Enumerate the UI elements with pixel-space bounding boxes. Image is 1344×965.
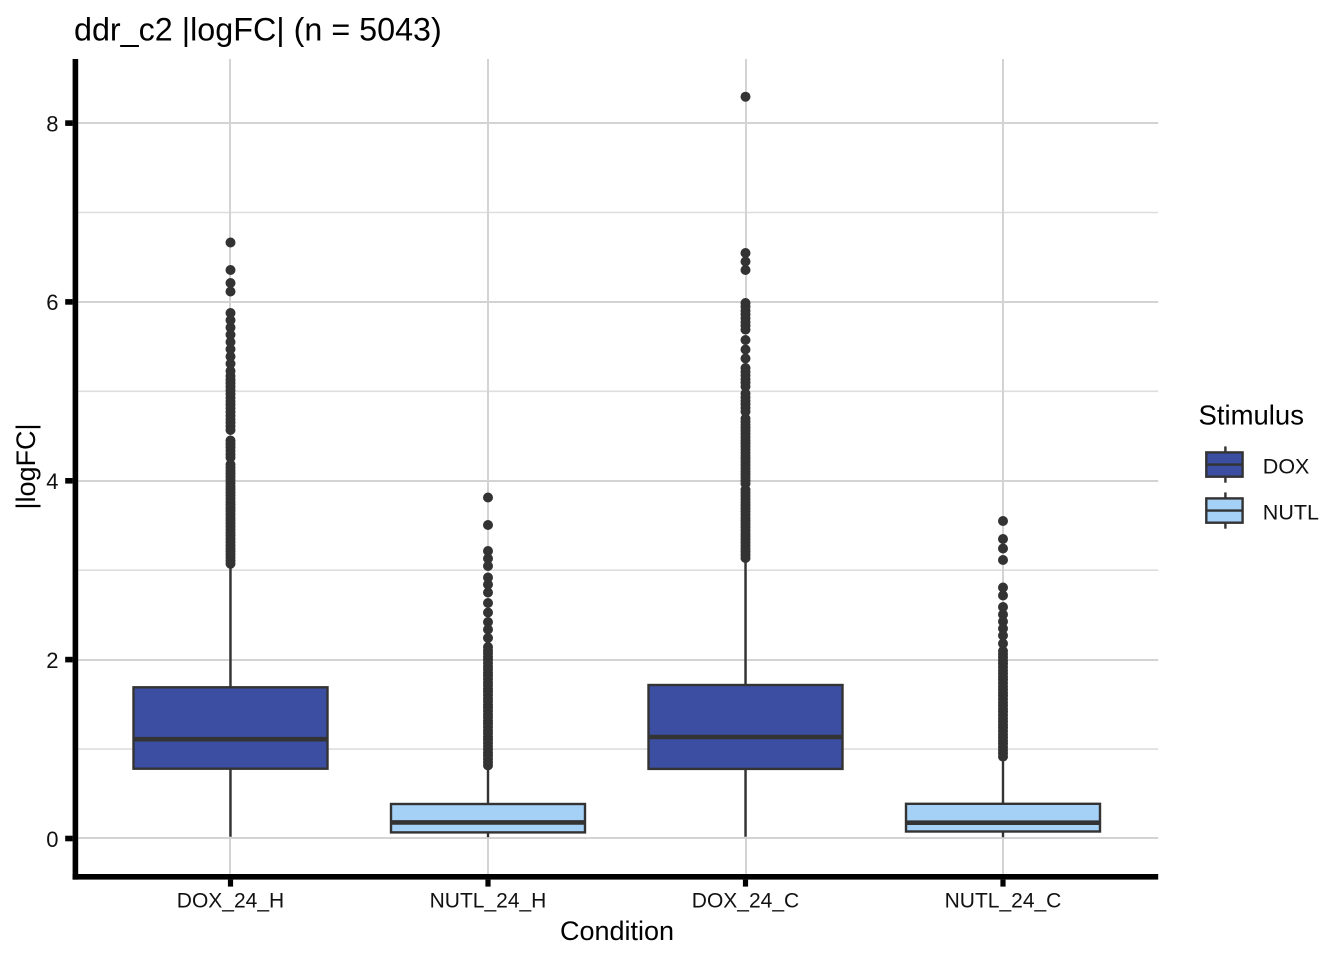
svg-text:NUTL_24_C: NUTL_24_C <box>945 890 1062 913</box>
svg-text:8: 8 <box>46 111 58 136</box>
svg-text:4: 4 <box>46 469 58 494</box>
svg-text:DOX_24_H: DOX_24_H <box>177 890 284 913</box>
svg-text:2: 2 <box>46 648 58 673</box>
svg-text:Stimulus: Stimulus <box>1199 400 1304 431</box>
svg-text:ddr_c2 |logFC| (n = 5043): ddr_c2 |logFC| (n = 5043) <box>74 12 442 48</box>
svg-text:|logFC|: |logFC| <box>11 423 41 509</box>
svg-text:DOX_24_C: DOX_24_C <box>692 890 799 913</box>
svg-text:NUTL: NUTL <box>1263 501 1319 525</box>
svg-text:NUTL_24_H: NUTL_24_H <box>430 890 547 913</box>
svg-text:0: 0 <box>46 827 58 852</box>
svg-text:Condition: Condition <box>560 916 674 946</box>
svg-text:DOX: DOX <box>1263 455 1310 479</box>
svg-text:6: 6 <box>46 290 58 315</box>
